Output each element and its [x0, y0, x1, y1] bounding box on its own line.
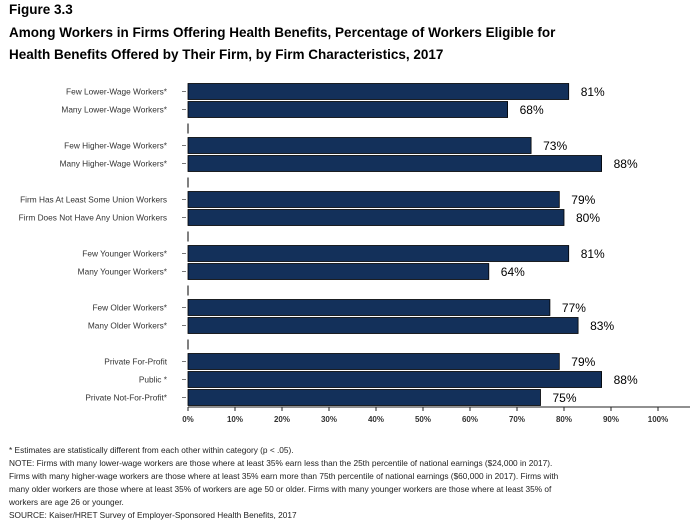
value-label: 64% [501, 265, 525, 279]
chart-title: Among Workers in Firms Offering Health B… [9, 22, 569, 66]
category-label: Public * [139, 375, 168, 385]
bar [187, 191, 560, 208]
value-label: 88% [614, 373, 638, 387]
category-label: Many Older Workers* [88, 321, 168, 331]
value-label: 81% [581, 85, 605, 99]
bar [187, 353, 560, 370]
category-label: Few Younger Workers* [82, 249, 167, 259]
x-tick-label: 10% [227, 415, 243, 424]
value-label: 81% [581, 247, 605, 261]
bar [187, 317, 579, 334]
category-label: Firm Has At Least Some Union Workers [20, 195, 167, 205]
bar [187, 299, 551, 316]
value-label: 79% [571, 193, 595, 207]
bar [187, 245, 570, 262]
value-label: 79% [571, 355, 595, 369]
value-label: 83% [590, 319, 614, 333]
bar [187, 137, 532, 154]
x-tick-label: 40% [368, 415, 384, 424]
bar [187, 371, 603, 388]
category-label: Firm Does Not Have Any Union Workers [19, 213, 167, 223]
category-label: Many Younger Workers* [78, 267, 168, 277]
value-label: 73% [543, 139, 567, 153]
category-label: Few Higher-Wage Workers* [64, 141, 168, 151]
chart-title-line-1: Among Workers in Firms Offering Health B… [9, 25, 556, 40]
x-tick-label: 20% [274, 415, 290, 424]
figure-label: Figure 3.3 [9, 2, 73, 17]
x-tick-label: 80% [556, 415, 572, 424]
x-tick-label: 100% [648, 415, 668, 424]
category-label: Private Not-For-Profit* [85, 393, 167, 403]
bar [187, 155, 603, 172]
bar [187, 389, 541, 406]
category-label: Private For-Profit [104, 357, 167, 367]
x-tick-label: 0% [182, 415, 194, 424]
note-line: workers are age 26 or younger. [9, 497, 124, 508]
bar-chart: Few Lower-Wage Workers* 81% Many Lower-Wag… [19, 83, 690, 424]
note-line: many older workers are those where at le… [9, 484, 552, 495]
x-tick-label: 30% [321, 415, 337, 424]
note-line: NOTE: Firms with many lower-wage workers… [9, 458, 553, 469]
chart-title-line-2: Health Benefits Offered by Their Firm, b… [9, 47, 444, 62]
value-label: 77% [562, 301, 586, 315]
note-line: SOURCE: Kaiser/HRET Survey of Employer-S… [9, 510, 297, 521]
x-tick-label: 70% [509, 415, 525, 424]
x-tick-label: 60% [462, 415, 478, 424]
value-label: 75% [553, 391, 577, 405]
bar [187, 83, 570, 100]
bar [187, 263, 490, 280]
value-label: 88% [614, 157, 638, 171]
note-line: * Estimates are statistically different … [9, 445, 294, 455]
note-line: Firms with many higher-wage workers are … [9, 471, 559, 482]
category-label: Many Higher-Wage Workers* [60, 159, 168, 169]
value-label: 68% [520, 103, 544, 117]
bar [187, 101, 509, 118]
category-label: Many Lower-Wage Workers* [61, 105, 167, 115]
value-label: 80% [576, 211, 600, 225]
category-label: Few Older Workers* [92, 303, 167, 313]
category-label: Few Lower-Wage Workers* [66, 87, 168, 97]
chart-notes: * Estimates are statistically different … [9, 444, 649, 523]
x-tick-label: 50% [415, 415, 431, 424]
x-tick-label: 90% [603, 415, 619, 424]
bar [187, 209, 565, 226]
